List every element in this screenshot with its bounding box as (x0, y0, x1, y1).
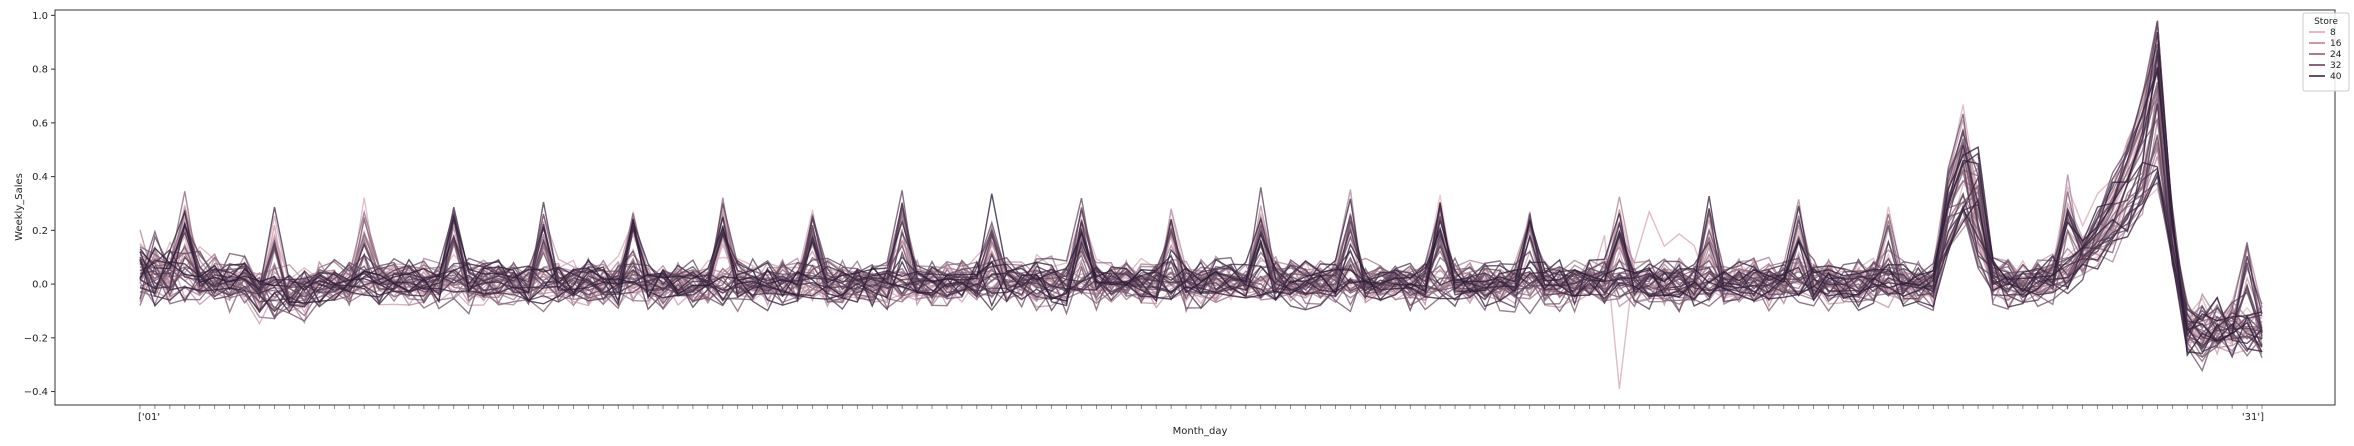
y-axis: −0.4 −0.2 0.0 0.2 0.4 0.6 0.8 1.0 (24, 11, 55, 398)
series-line (139, 43, 2263, 346)
series-line (139, 50, 2263, 343)
y-tick-label: 0.0 (32, 280, 48, 291)
y-tick-label: 0.6 (32, 118, 48, 129)
legend-label: 24 (2330, 50, 2342, 60)
y-axis-label: Weekly_Sales (14, 173, 25, 241)
y-tick-label: 0.8 (32, 65, 48, 76)
x-tick-label-last: '31'] (2242, 412, 2264, 423)
series-line (139, 167, 2263, 351)
y-tick-label: 0.2 (32, 226, 48, 237)
x-axis-label: Month_day (1173, 426, 1228, 437)
x-axis: ['01' '31'] (138, 405, 2264, 423)
series-line (139, 54, 2263, 353)
legend-label: 40 (2330, 72, 2342, 82)
legend-label: 32 (2330, 61, 2341, 71)
plot-frame (54, 9, 2336, 406)
series-layer (139, 20, 2263, 389)
y-tick-label: 1.0 (32, 11, 48, 22)
y-tick-label: 0.4 (32, 172, 48, 183)
series-line (139, 71, 2263, 345)
legend-label: 8 (2330, 28, 2336, 38)
series-line (139, 161, 2263, 359)
series-line (139, 103, 2263, 348)
legend-label: 16 (2330, 39, 2342, 49)
series-line (139, 173, 2263, 353)
x-tick-label-first: ['01' (138, 412, 160, 423)
legend-title: Store (2314, 17, 2338, 27)
series-line (139, 120, 2263, 351)
series-line (139, 31, 2263, 357)
series-line (139, 35, 2263, 353)
y-tick-label: −0.2 (24, 333, 48, 344)
series-line (139, 67, 2263, 337)
y-tick-label: −0.4 (24, 387, 48, 398)
